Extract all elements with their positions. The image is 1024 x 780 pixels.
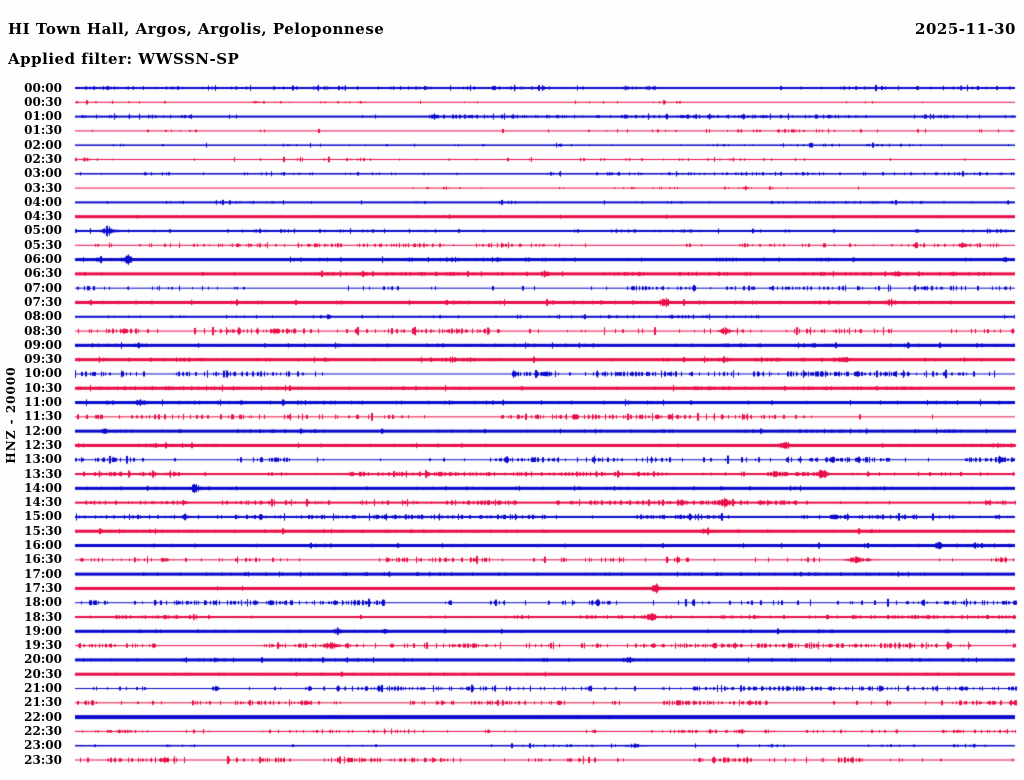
helicorder-page: HI Town Hall, Argos, Argolis, Peloponnes… [0, 0, 1024, 780]
helicorder-traces-canvas [0, 0, 1024, 780]
